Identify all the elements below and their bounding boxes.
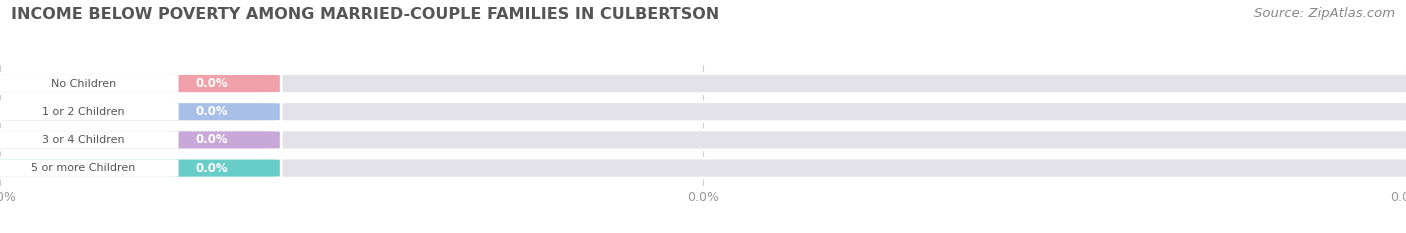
- Text: Source: ZipAtlas.com: Source: ZipAtlas.com: [1254, 7, 1395, 20]
- Text: No Children: No Children: [51, 79, 117, 89]
- FancyBboxPatch shape: [0, 75, 179, 92]
- Text: 3 or 4 Children: 3 or 4 Children: [42, 135, 125, 145]
- FancyBboxPatch shape: [0, 159, 179, 177]
- FancyBboxPatch shape: [0, 74, 1406, 94]
- Text: 5 or more Children: 5 or more Children: [31, 163, 136, 173]
- Text: 0.0%: 0.0%: [195, 77, 229, 90]
- Text: 0.0%: 0.0%: [195, 105, 229, 118]
- FancyBboxPatch shape: [0, 130, 1406, 150]
- FancyBboxPatch shape: [0, 131, 179, 149]
- Text: 0.0%: 0.0%: [195, 134, 229, 146]
- FancyBboxPatch shape: [0, 102, 281, 122]
- FancyBboxPatch shape: [0, 103, 179, 120]
- FancyBboxPatch shape: [0, 130, 281, 150]
- Text: 0.0%: 0.0%: [195, 161, 229, 175]
- FancyBboxPatch shape: [0, 74, 281, 94]
- Text: 1 or 2 Children: 1 or 2 Children: [42, 107, 125, 117]
- FancyBboxPatch shape: [0, 158, 281, 178]
- FancyBboxPatch shape: [0, 102, 1406, 122]
- FancyBboxPatch shape: [0, 158, 1406, 178]
- Text: INCOME BELOW POVERTY AMONG MARRIED-COUPLE FAMILIES IN CULBERTSON: INCOME BELOW POVERTY AMONG MARRIED-COUPL…: [11, 7, 720, 22]
